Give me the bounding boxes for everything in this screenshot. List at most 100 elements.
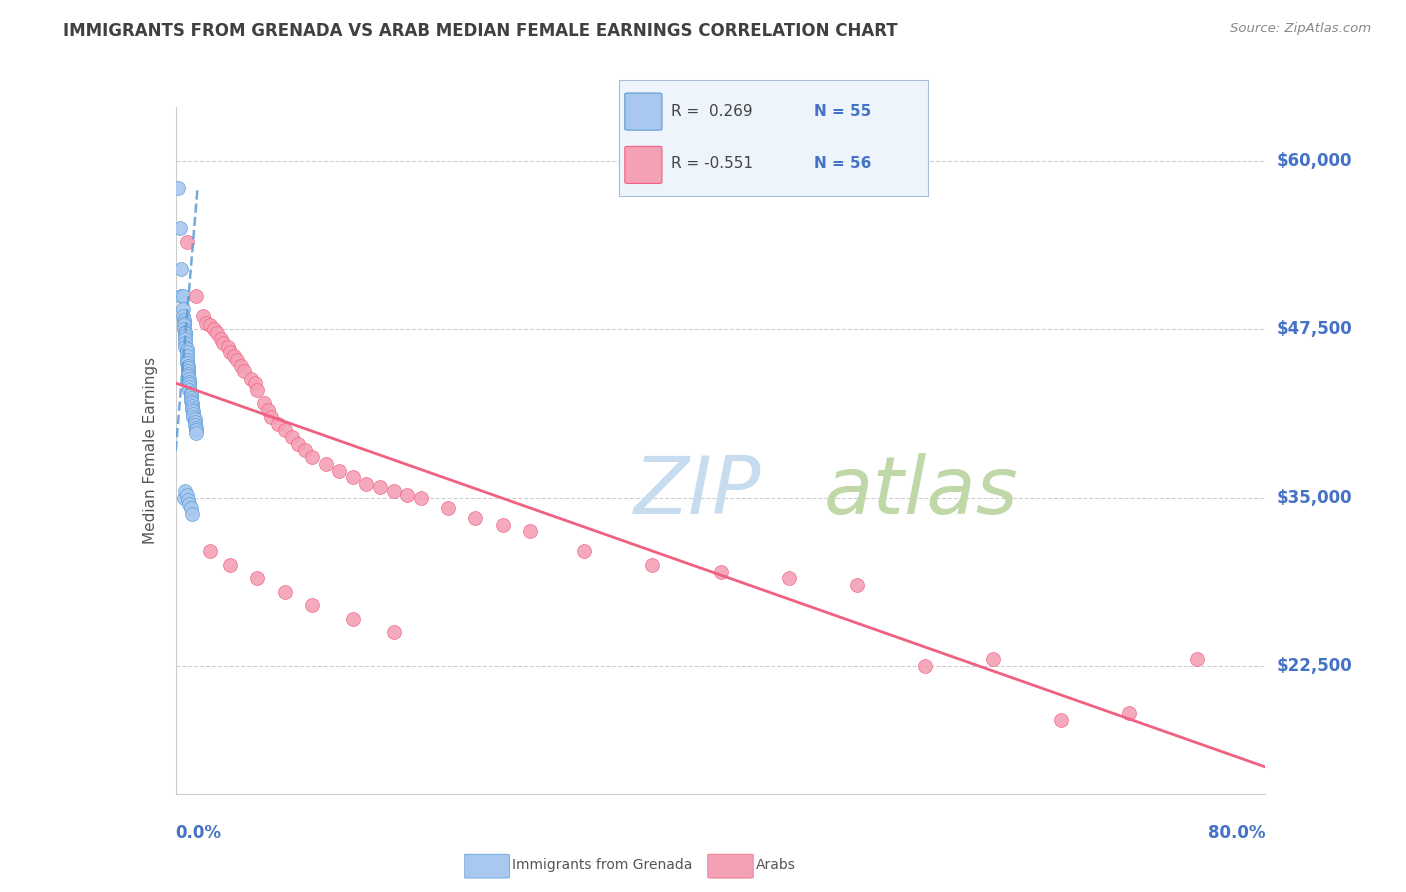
Point xyxy=(174,329,197,343)
Point xyxy=(176,345,198,359)
Point xyxy=(243,376,266,391)
Point xyxy=(294,443,316,458)
Point xyxy=(181,399,204,413)
Point xyxy=(180,388,202,402)
Point xyxy=(174,326,197,341)
Point xyxy=(710,565,733,579)
Point xyxy=(198,544,221,558)
Point xyxy=(183,409,205,424)
Point xyxy=(176,353,198,368)
Text: 0.0%: 0.0% xyxy=(176,824,222,842)
Point xyxy=(176,349,198,363)
Point xyxy=(315,457,337,471)
Point xyxy=(177,359,200,373)
Point xyxy=(177,367,200,381)
Point xyxy=(180,391,202,405)
Point xyxy=(173,316,195,330)
Point xyxy=(231,359,253,373)
Text: R =  0.269: R = 0.269 xyxy=(671,104,752,120)
Text: IMMIGRANTS FROM GRENADA VS ARAB MEDIAN FEMALE EARNINGS CORRELATION CHART: IMMIGRANTS FROM GRENADA VS ARAB MEDIAN F… xyxy=(63,22,898,40)
Text: N = 55: N = 55 xyxy=(814,104,870,120)
Point xyxy=(179,372,201,386)
Point xyxy=(641,558,664,572)
Point xyxy=(176,343,198,357)
Point xyxy=(173,491,195,505)
Point xyxy=(177,493,200,508)
Point xyxy=(519,524,541,539)
Point xyxy=(173,318,195,333)
Point xyxy=(180,501,202,516)
Point xyxy=(226,353,249,368)
Text: N = 56: N = 56 xyxy=(814,156,870,171)
Point xyxy=(981,652,1004,666)
Point xyxy=(186,423,208,437)
Point xyxy=(167,181,190,195)
Y-axis label: Median Female Earnings: Median Female Earnings xyxy=(142,357,157,544)
Point xyxy=(179,375,201,389)
Point xyxy=(180,393,202,408)
Point xyxy=(209,332,232,346)
Point xyxy=(219,345,242,359)
Text: $22,500: $22,500 xyxy=(1277,657,1353,675)
Point xyxy=(232,364,254,378)
Point xyxy=(180,385,202,400)
Point xyxy=(914,659,936,673)
Point xyxy=(177,364,200,378)
Point xyxy=(1050,713,1073,727)
Point xyxy=(174,332,197,346)
Point xyxy=(176,235,198,249)
Point xyxy=(342,470,364,484)
Point xyxy=(177,361,200,376)
Point xyxy=(287,436,309,450)
Point xyxy=(179,377,201,392)
Point xyxy=(183,407,205,421)
FancyBboxPatch shape xyxy=(464,855,509,878)
Point xyxy=(186,420,208,434)
Point xyxy=(219,558,242,572)
Point xyxy=(169,221,191,235)
Point xyxy=(274,585,297,599)
Point xyxy=(845,578,868,592)
Point xyxy=(174,483,197,498)
Point xyxy=(409,491,432,505)
Point xyxy=(257,403,280,417)
Point xyxy=(253,396,276,410)
Text: atlas: atlas xyxy=(824,452,1019,531)
Point xyxy=(368,480,391,494)
Point xyxy=(172,288,194,302)
Text: $60,000: $60,000 xyxy=(1277,152,1353,169)
Point xyxy=(181,396,204,410)
Point xyxy=(174,325,197,339)
Point xyxy=(183,404,205,418)
Point xyxy=(246,383,269,397)
Point xyxy=(172,309,194,323)
Text: Arabs: Arabs xyxy=(755,858,796,872)
Point xyxy=(198,318,221,333)
Point xyxy=(191,309,214,323)
Text: Source: ZipAtlas.com: Source: ZipAtlas.com xyxy=(1230,22,1371,36)
Point xyxy=(179,383,201,397)
Point xyxy=(173,313,195,327)
Point xyxy=(356,477,378,491)
Text: Immigrants from Grenada: Immigrants from Grenada xyxy=(512,858,692,872)
Point xyxy=(173,322,195,336)
Point xyxy=(186,288,208,302)
Point xyxy=(174,340,197,354)
Point xyxy=(181,401,204,416)
Point xyxy=(437,501,460,516)
Point xyxy=(172,301,194,316)
Text: ZIP: ZIP xyxy=(633,452,761,531)
Point xyxy=(184,415,207,429)
FancyBboxPatch shape xyxy=(624,93,662,130)
Point xyxy=(301,450,323,465)
Text: R = -0.551: R = -0.551 xyxy=(671,156,754,171)
Point xyxy=(179,497,201,511)
Point xyxy=(260,409,283,424)
Point xyxy=(574,544,596,558)
Point xyxy=(184,417,207,432)
Point xyxy=(1118,706,1140,720)
FancyBboxPatch shape xyxy=(707,855,754,878)
Point xyxy=(267,417,290,431)
Point xyxy=(212,335,235,350)
Point xyxy=(382,483,405,498)
